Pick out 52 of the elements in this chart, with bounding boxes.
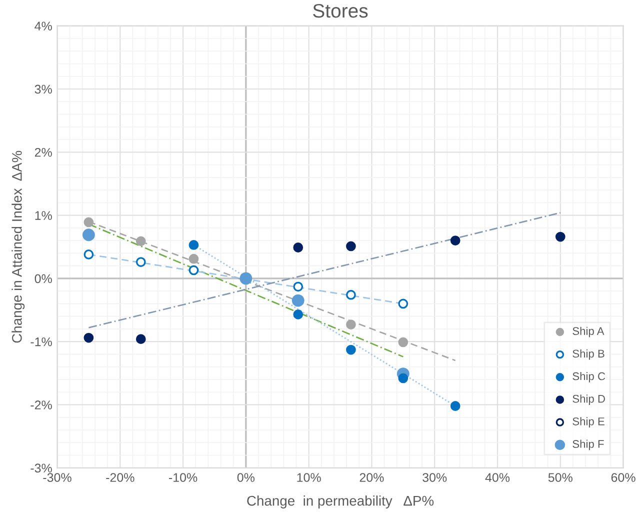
point <box>346 290 356 300</box>
y-tick-label: -2% <box>30 400 52 410</box>
y-tick-label: 4% <box>34 22 52 30</box>
point <box>188 265 199 276</box>
chart-title: Stores <box>313 4 368 18</box>
point <box>293 282 304 292</box>
point <box>188 254 199 264</box>
point <box>346 344 356 355</box>
point <box>398 373 408 384</box>
x-tick-label: 0% <box>237 473 255 482</box>
legend-label: Ship F <box>572 440 604 450</box>
point <box>136 236 146 246</box>
point <box>555 232 566 242</box>
y-tick-label: 3% <box>34 84 52 94</box>
x-tick-label: 40% <box>485 473 510 482</box>
point <box>240 272 252 285</box>
point <box>293 309 304 320</box>
y-tick-label: 1% <box>35 211 52 220</box>
point <box>84 332 94 343</box>
point <box>450 236 460 246</box>
point <box>346 241 356 252</box>
legend-label: Ship A <box>572 326 604 338</box>
point <box>292 294 304 307</box>
y-tick-label: -1% <box>30 337 52 346</box>
y-axis-title: Change in Attained Index ΔA% <box>12 150 25 343</box>
x-tick-label: -30% <box>43 473 72 482</box>
point <box>398 337 408 348</box>
point <box>136 334 146 344</box>
x-tick-label: 50% <box>548 473 572 482</box>
point <box>84 250 94 260</box>
point <box>188 240 199 250</box>
x-tick-label: -20% <box>106 473 134 482</box>
legend-label: Ship C <box>572 372 606 382</box>
point <box>398 298 408 309</box>
point <box>346 320 356 330</box>
point <box>84 217 94 228</box>
y-tick-label: 2% <box>34 148 52 157</box>
x-tick-label: 30% <box>422 473 447 482</box>
point <box>293 242 304 252</box>
x-tick-label: 60% <box>611 473 636 482</box>
point <box>82 228 95 242</box>
legend-label: Ship D <box>572 394 605 405</box>
point <box>450 401 460 411</box>
x-tick-label: -10% <box>168 473 198 482</box>
x-tick-label: 20% <box>360 473 384 482</box>
x-axis-title: Change in permeability ΔP% <box>247 496 434 508</box>
y-tick-label: 0% <box>34 274 52 284</box>
legend-label: Ship B <box>572 349 604 360</box>
legend-label: Ship E <box>572 417 604 428</box>
x-tick-label: 10% <box>297 473 321 482</box>
y-tick-label: -3% <box>30 464 52 473</box>
point <box>136 257 146 267</box>
